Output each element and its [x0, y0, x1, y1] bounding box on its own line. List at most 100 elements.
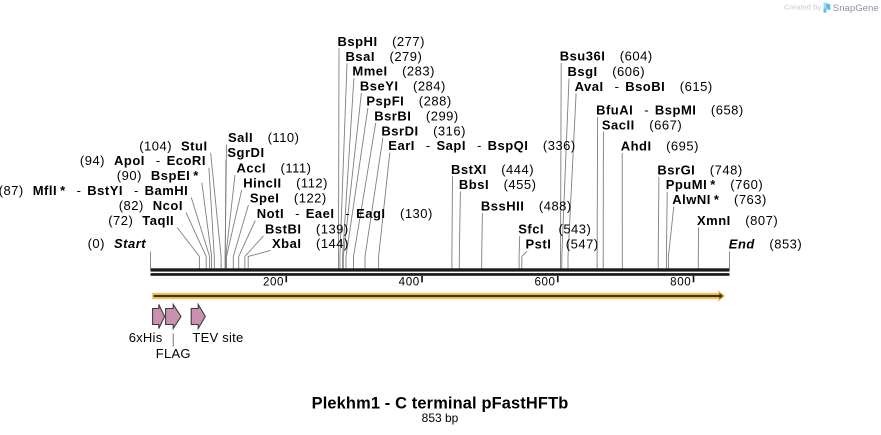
svg-text:SapI: SapI	[437, 138, 466, 153]
svg-text:*: *	[193, 168, 199, 183]
svg-text:400: 400	[399, 276, 420, 289]
svg-text:(110): (110)	[268, 130, 300, 145]
svg-text:SnapGene: SnapGene	[833, 3, 879, 14]
svg-text:AhdI: AhdI	[621, 139, 652, 154]
svg-text:-: -	[134, 183, 139, 198]
svg-text:BsaI: BsaI	[346, 49, 375, 64]
svg-text:HincII: HincII	[243, 176, 281, 191]
svg-text:(82): (82)	[119, 198, 144, 213]
svg-text:End: End	[729, 236, 756, 251]
svg-text:(111): (111)	[281, 161, 312, 176]
svg-text:(748): (748)	[710, 162, 743, 177]
svg-text:BsrDI: BsrDI	[381, 123, 418, 138]
svg-text:200: 200	[263, 276, 284, 289]
svg-text:-: -	[615, 79, 620, 94]
svg-text:-: -	[156, 153, 161, 168]
svg-text:BssHII: BssHII	[481, 199, 524, 214]
svg-text:BstXI: BstXI	[451, 162, 487, 177]
svg-text:Bsu36I: Bsu36I	[560, 49, 606, 64]
svg-text:TEV site: TEV site	[192, 330, 243, 345]
svg-text:(283): (283)	[402, 64, 435, 79]
svg-text:-: -	[477, 138, 482, 153]
svg-text:PpuMI: PpuMI	[666, 177, 708, 192]
svg-text:MflI: MflI	[33, 183, 57, 198]
svg-text:Created by: Created by	[784, 2, 821, 11]
svg-text:PspFI: PspFI	[366, 94, 404, 109]
svg-text:6xHis: 6xHis	[129, 330, 163, 345]
svg-text:*: *	[60, 183, 66, 198]
svg-text:SacII: SacII	[602, 117, 635, 132]
svg-text:*: *	[710, 177, 716, 192]
svg-text:(72): (72)	[108, 213, 133, 228]
svg-text:(615): (615)	[680, 79, 713, 94]
svg-text:(87): (87)	[0, 183, 24, 198]
svg-text:(277): (277)	[392, 34, 425, 49]
svg-text:AvaI: AvaI	[575, 79, 604, 94]
svg-text:(807): (807)	[745, 213, 778, 228]
svg-text:SpeI: SpeI	[250, 191, 279, 206]
svg-text:(853): (853)	[769, 236, 802, 251]
svg-text:BfuAI: BfuAI	[596, 103, 633, 118]
svg-text:BstBI: BstBI	[265, 221, 301, 236]
svg-text:Start: Start	[114, 236, 146, 251]
svg-text:SalI: SalI	[228, 130, 253, 145]
svg-text:(316): (316)	[433, 123, 466, 138]
svg-text:FLAG: FLAG	[156, 346, 191, 361]
svg-text:StuI: StuI	[181, 138, 208, 153]
svg-text:(667): (667)	[649, 117, 682, 132]
svg-text:(139): (139)	[316, 221, 349, 236]
svg-text:*: *	[714, 192, 720, 207]
svg-text:AccI: AccI	[237, 161, 266, 176]
svg-text:(299): (299)	[426, 108, 459, 123]
svg-text:BstYI: BstYI	[87, 183, 123, 198]
svg-text:-: -	[77, 183, 82, 198]
svg-text:BspEI: BspEI	[151, 168, 190, 183]
svg-text:-: -	[644, 103, 649, 118]
svg-text:800: 800	[670, 276, 691, 289]
svg-text:NotI: NotI	[257, 206, 284, 221]
svg-text:-: -	[426, 138, 431, 153]
svg-text:SfcI: SfcI	[518, 222, 544, 237]
svg-text:EagI: EagI	[356, 206, 385, 221]
svg-text:BspMI: BspMI	[655, 103, 697, 118]
svg-text:TaqII: TaqII	[142, 213, 174, 228]
svg-text:(144): (144)	[316, 236, 349, 251]
svg-text:BspHI: BspHI	[338, 34, 378, 49]
svg-text:EcoRI: EcoRI	[167, 153, 206, 168]
svg-text:(94): (94)	[80, 153, 105, 168]
svg-text:(606): (606)	[612, 64, 645, 79]
svg-text:(760): (760)	[730, 177, 763, 192]
svg-text:(90): (90)	[117, 168, 142, 183]
svg-text:(336): (336)	[543, 138, 576, 153]
svg-text:(284): (284)	[413, 79, 446, 94]
svg-text:(488): (488)	[539, 199, 572, 214]
svg-text:(658): (658)	[711, 103, 744, 118]
svg-text:(547): (547)	[566, 237, 599, 252]
svg-text:(695): (695)	[666, 139, 699, 154]
svg-text:XbaI: XbaI	[272, 236, 301, 251]
svg-text:600: 600	[534, 276, 555, 289]
svg-text:BsrGI: BsrGI	[657, 162, 695, 177]
svg-text:Plekhm1 - C terminal pFastHFTb: Plekhm1 - C terminal pFastHFTb	[312, 395, 569, 413]
svg-text:-: -	[345, 206, 350, 221]
svg-text:(444): (444)	[501, 162, 534, 177]
svg-text:BspQI: BspQI	[488, 138, 529, 153]
svg-text:BsoBI: BsoBI	[625, 79, 665, 94]
svg-text:(130): (130)	[400, 206, 433, 221]
svg-text:(455): (455)	[504, 177, 537, 192]
svg-text:-: -	[295, 206, 300, 221]
svg-text:ApoI: ApoI	[114, 153, 145, 168]
svg-text:NcoI: NcoI	[153, 198, 183, 213]
svg-text:(279): (279)	[390, 49, 423, 64]
svg-text:853 bp: 853 bp	[422, 411, 459, 425]
svg-text:(112): (112)	[296, 176, 328, 191]
svg-text:PstI: PstI	[526, 237, 552, 252]
svg-text:MmeI: MmeI	[352, 64, 387, 79]
svg-text:AlwNI: AlwNI	[672, 192, 711, 207]
svg-text:(543): (543)	[559, 222, 592, 237]
svg-text:SgrDI: SgrDI	[227, 145, 264, 160]
svg-text:(763): (763)	[734, 192, 767, 207]
svg-text:(104): (104)	[139, 138, 172, 153]
svg-text:BsrBI: BsrBI	[374, 108, 411, 123]
svg-text:(604): (604)	[620, 49, 653, 64]
